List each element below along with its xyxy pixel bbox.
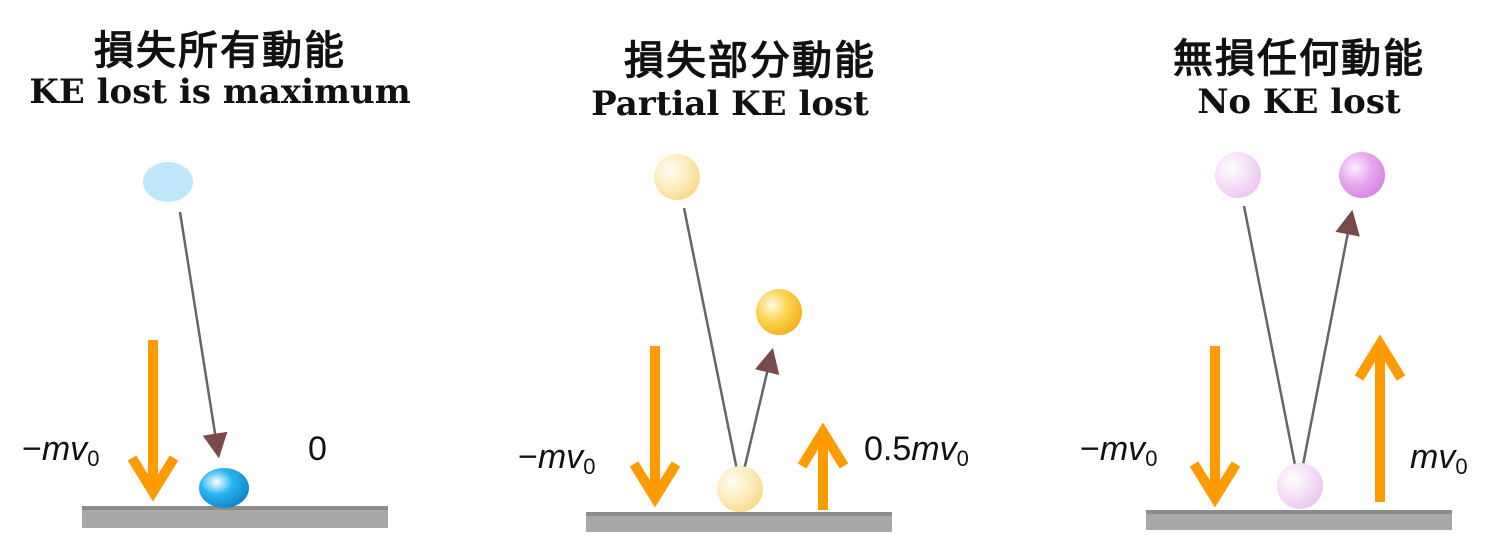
label-outgoing-momentum: 0	[308, 430, 327, 468]
ball-initial	[654, 154, 700, 200]
title-english: No KE lost	[1197, 82, 1401, 122]
ground-surface	[586, 512, 892, 532]
title-chinese: 損失部分動能	[624, 38, 876, 84]
label-incoming-momentum: −mv0	[1080, 430, 1158, 471]
trajectory-out	[742, 347, 780, 471]
ground-surface	[1146, 510, 1452, 530]
trajectory-out	[1300, 209, 1360, 471]
title-english: KE lost is maximum	[29, 72, 411, 112]
trajectory-in	[682, 207, 739, 471]
collision-scene	[1146, 152, 1452, 530]
label-incoming-momentum: −mv0	[22, 430, 100, 471]
panel-partially-elastic: 損失部分動能 Partial KE lost	[500, 0, 1000, 552]
ball-final	[199, 468, 249, 508]
ball-initial	[1215, 152, 1261, 198]
title-chinese: 損失所有動能	[94, 28, 346, 74]
title-english: Partial KE lost	[591, 84, 869, 124]
label-incoming-momentum: −mv0	[518, 438, 596, 479]
ball-rebound	[756, 289, 802, 335]
label-outgoing-momentum: mv0	[1410, 438, 1468, 479]
label-outgoing-momentum: 0.5mv0	[864, 430, 969, 471]
collision-scene	[586, 154, 892, 532]
ball-initial	[143, 162, 193, 202]
panel-perfectly-elastic: 無損任何動能 No KE lost	[1060, 0, 1498, 552]
trajectory-in	[178, 211, 228, 459]
ball-rebound	[1339, 152, 1385, 198]
ball-impact	[717, 466, 763, 512]
panel-perfectly-inelastic: 損失所有動能 KE lost is maximum −mv0 0	[0, 0, 440, 552]
ground-surface	[82, 506, 388, 528]
trajectory-in	[1242, 205, 1298, 471]
title-chinese: 無損任何動能	[1173, 36, 1425, 82]
ball-impact	[1277, 463, 1323, 509]
collision-scene	[82, 162, 388, 528]
